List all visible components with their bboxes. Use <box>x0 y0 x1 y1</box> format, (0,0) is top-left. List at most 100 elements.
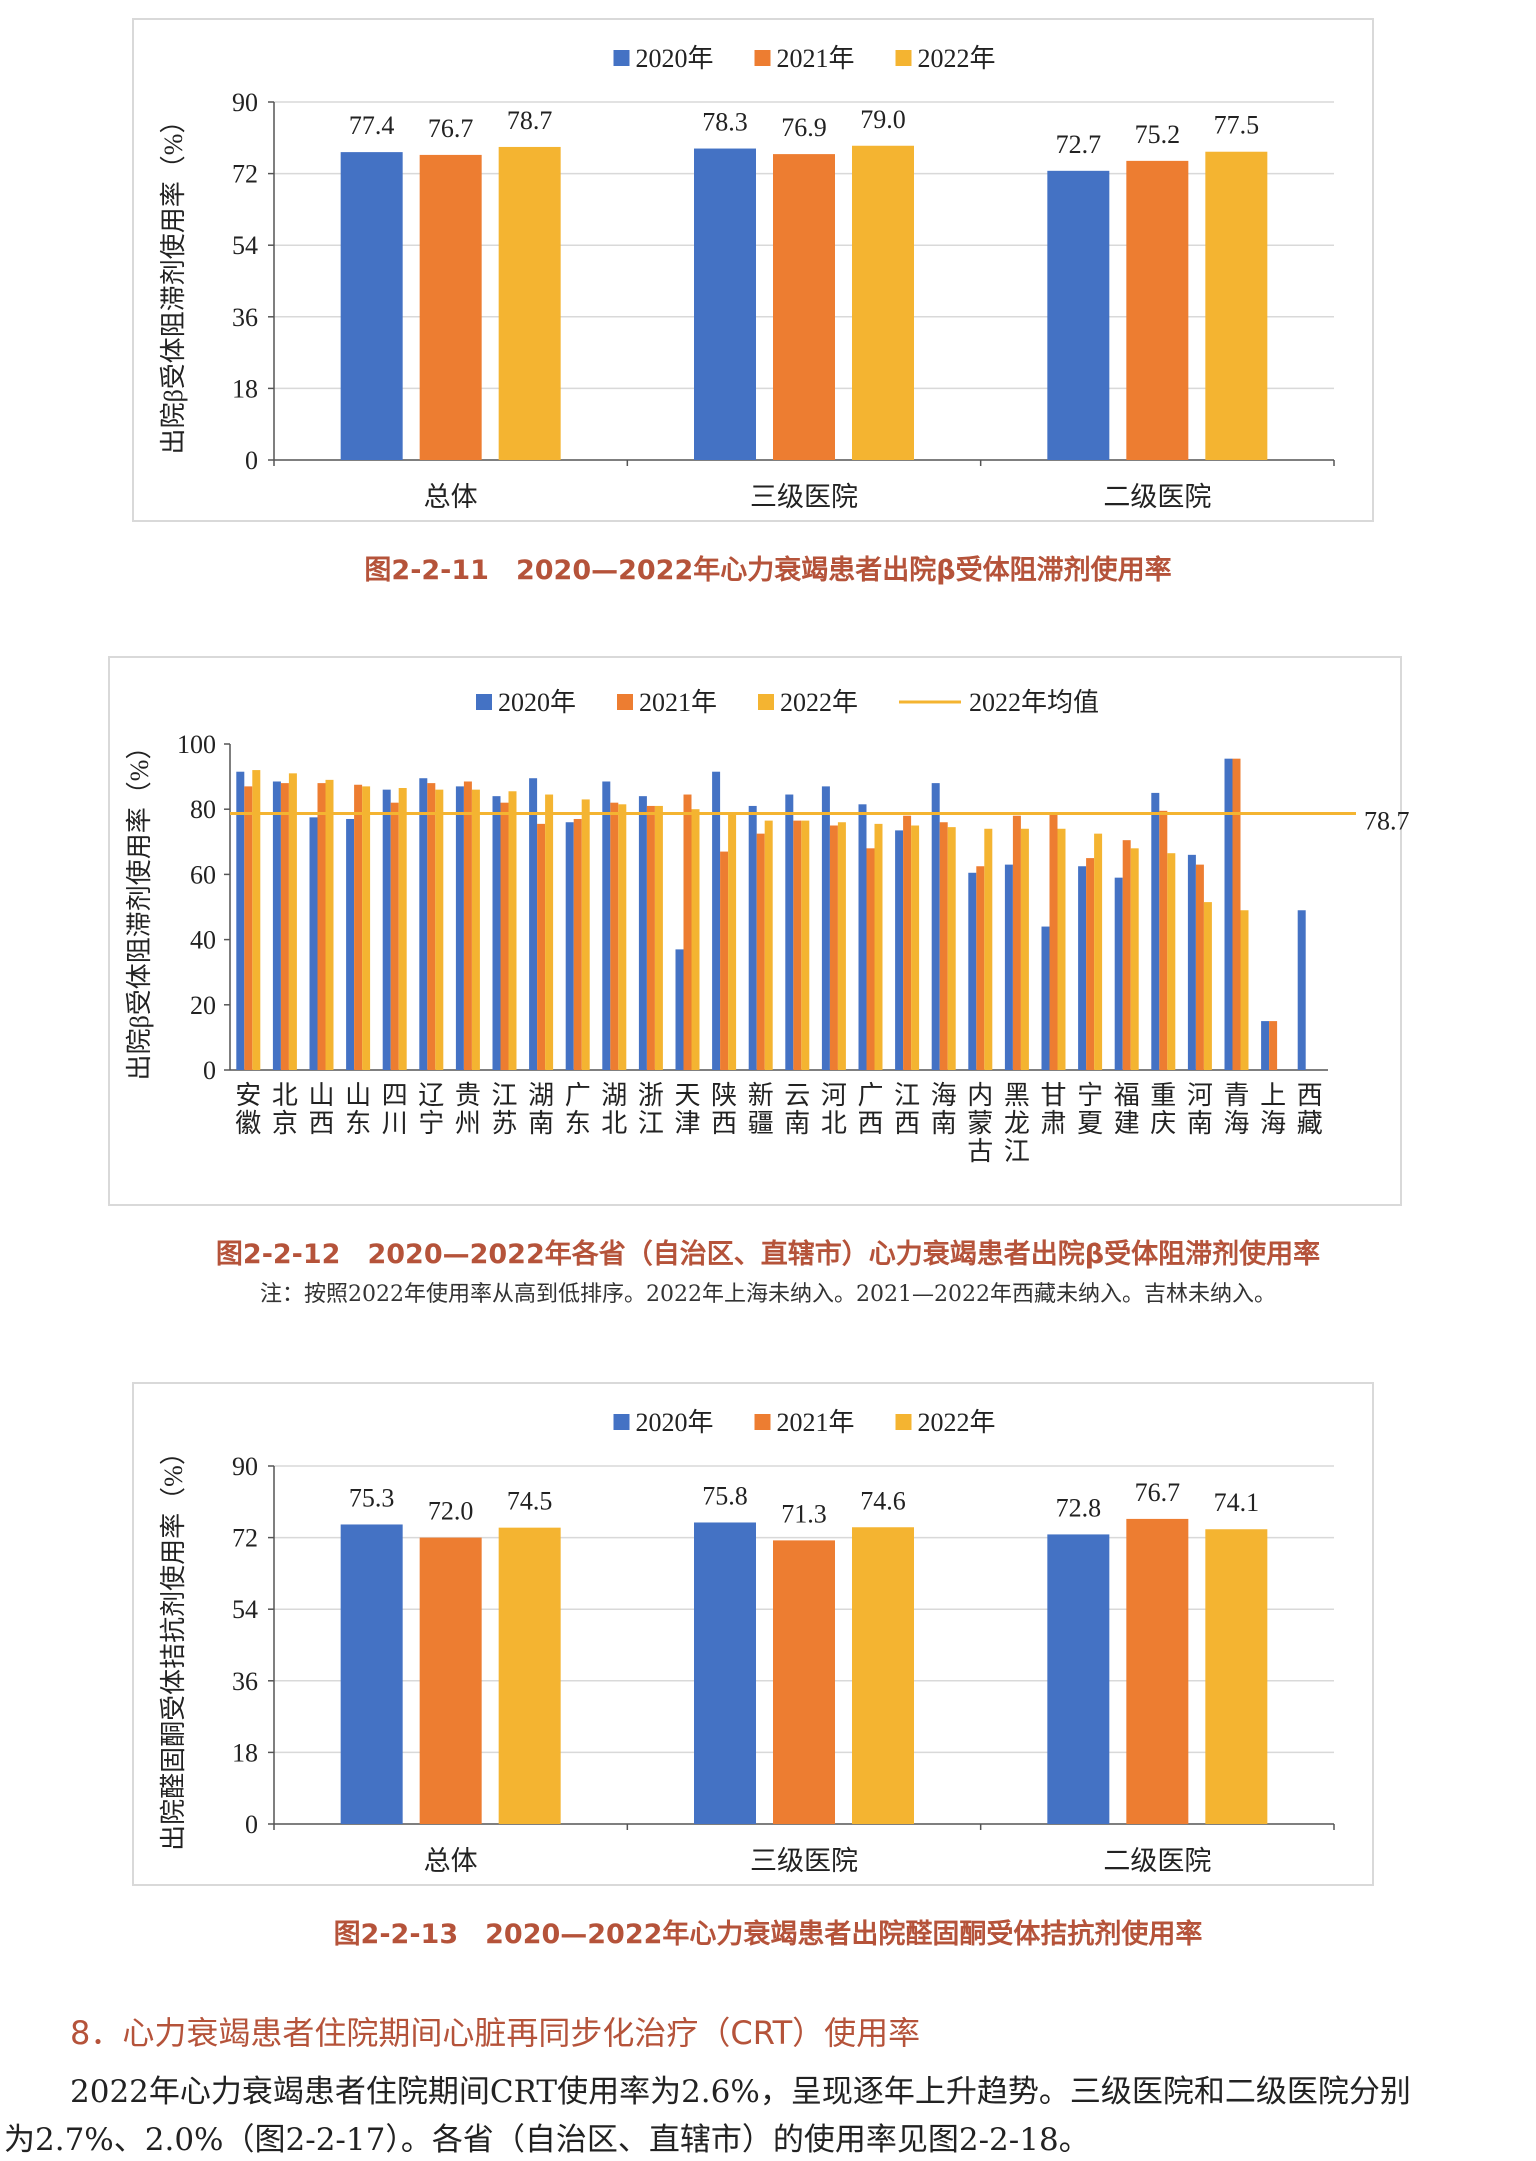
chart2-ytick-label-2: 36 <box>232 1667 258 1696</box>
chart1-bar-21-0 <box>1004 864 1013 1070</box>
chart1-bar-25-2 <box>1167 853 1176 1070</box>
chart1-legend-label-2: 2022年 <box>780 688 858 717</box>
chart1-category-label-7-char-1: 苏 <box>491 1109 517 1138</box>
chart1-category-label-27-char-0: 青 <box>1223 1081 1249 1110</box>
chart0-legend-swatch-0 <box>613 50 630 66</box>
chart-beta-blocker-by-province: 0 20 40 60 80 100 安徽北京山西山东四川辽宁贵州江苏湖南广东湖北浙江天津陕西… <box>108 656 1410 1206</box>
chart1-legend-label-0: 2020年 <box>498 688 576 717</box>
chart1-category-label-15-char-1: 南 <box>784 1109 810 1138</box>
chart1-category-label-26-char-0: 河 <box>1187 1081 1213 1110</box>
chart0-data-label-2-1: 75.2 <box>1135 120 1181 149</box>
chart1-bar-25-1 <box>1159 810 1168 1070</box>
chart1-bar-27-2 <box>1240 910 1249 1070</box>
chart1-bar-23-2 <box>1094 833 1103 1070</box>
chart1-bar-22-0 <box>1041 926 1050 1070</box>
chart1-category-label-21-char-2: 江 <box>1004 1137 1030 1166</box>
chart0-category-label-2: 二级医院 <box>1103 482 1211 512</box>
chart1-category-label-14-char-1: 疆 <box>748 1109 774 1138</box>
section-heading: 8．心力衰竭患者住院期间心脏再同步化治疗（CRT）使用率 <box>70 2014 921 2052</box>
chart0-bar-2-1 <box>1126 160 1189 461</box>
chart1-bar-9-1 <box>573 818 582 1070</box>
chart1-category-label-12-char-1: 津 <box>674 1109 700 1138</box>
chart1-bar-24-2 <box>1130 848 1139 1070</box>
chart2-data-label-2-0: 72.8 <box>1056 1493 1102 1522</box>
chart1-bar-26-0 <box>1187 854 1196 1070</box>
chart1-bar-28-1 <box>1269 1021 1278 1070</box>
chart1-bar-3-0 <box>346 818 355 1070</box>
chart2-category-label-2: 二级医院 <box>1103 1846 1211 1876</box>
chart0-legend-swatch-1 <box>754 50 771 66</box>
chart1-bar-7-0 <box>492 796 501 1070</box>
chart1-bar-20-0 <box>968 872 977 1070</box>
chart2-caption: 图2-2-13 2020—2022年心力衰竭患者出院醛固酮受体拮抗剂使用率 <box>333 1919 1203 1950</box>
chart1-bar-15-1 <box>793 820 802 1070</box>
chart0-bar-0-0 <box>340 152 403 460</box>
chart1-bar-0-0 <box>236 771 245 1070</box>
chart2-bar-0-2 <box>498 1527 561 1824</box>
chart0-ytick-label-3: 54 <box>232 231 258 260</box>
chart1-category-label-10-char-0: 湖 <box>601 1081 627 1110</box>
chart2-data-label-1-1: 71.3 <box>781 1499 827 1528</box>
chart1-ytick-label-5: 100 <box>177 730 216 759</box>
chart0-bar-2-2 <box>1205 151 1268 460</box>
chart1-bar-7-2 <box>508 791 517 1070</box>
chart1-bar-18-2 <box>911 825 920 1070</box>
chart1-legend-swatch-1 <box>617 694 633 710</box>
chart1-bar-12-1 <box>683 794 692 1070</box>
chart0-bar-1-1 <box>773 154 835 460</box>
chart1-bar-18-0 <box>895 830 904 1070</box>
chart1-bar-15-0 <box>785 794 794 1070</box>
chart1-bar-27-0 <box>1224 758 1233 1070</box>
chart2-bar-1-2 <box>852 1527 914 1824</box>
chart0-ytick-label-4: 72 <box>232 160 258 189</box>
chart1-bar-17-2 <box>874 823 883 1070</box>
chart2-data-label-1-2: 74.6 <box>860 1486 906 1515</box>
chart0-ytick-label-1: 18 <box>232 374 258 403</box>
chart1-category-label-5-char-1: 宁 <box>418 1109 444 1138</box>
chart1-category-label-6-char-0: 贵 <box>455 1081 481 1110</box>
chart2-bar-1-0 <box>694 1522 756 1824</box>
chart1-category-label-23-char-1: 夏 <box>1077 1109 1103 1138</box>
chart1-category-label-25-char-1: 庆 <box>1150 1109 1176 1138</box>
chart0-ytick-label-5: 90 <box>232 88 258 117</box>
chart1-bar-20-1 <box>976 866 985 1070</box>
chart0-legend-swatch-2 <box>895 50 912 66</box>
chart1-category-label-18-char-0: 江 <box>894 1081 920 1110</box>
chart1-category-label-22-char-1: 肃 <box>1040 1109 1066 1138</box>
chart1-svg: 020406080100安徽北京山西山东四川辽宁贵州江苏湖南广东湖北浙江天津陕西… <box>125 688 1410 1166</box>
chart1-category-label-14-char-0: 新 <box>748 1081 774 1110</box>
chart2-category-label-0: 总体 <box>424 1846 478 1876</box>
chart2-data-label-2-2: 74.1 <box>1214 1488 1260 1517</box>
chart1-category-label-5-char-0: 辽 <box>418 1081 444 1110</box>
chart1-bar-0-1 <box>244 786 253 1070</box>
chart1-bar-1-1 <box>280 783 289 1070</box>
chart1-category-label-4-char-0: 四 <box>382 1081 408 1110</box>
chart2-category-label-1: 三级医院 <box>750 1846 858 1876</box>
chart1-category-label-6-char-1: 州 <box>455 1109 481 1138</box>
chart0-y-axis-title: 出院β受体阻滞剂使用率（%） <box>159 108 188 455</box>
chart1-bar-4-2 <box>398 788 407 1070</box>
chart1-bar-1-2 <box>288 773 297 1070</box>
chart1-category-label-27-char-1: 海 <box>1223 1109 1249 1138</box>
chart1-bar-24-0 <box>1114 877 1123 1070</box>
chart1-category-label-11-char-1: 江 <box>638 1109 664 1138</box>
chart2-legend-label-0: 2020年 <box>636 1408 714 1437</box>
chart1-bar-22-1 <box>1049 814 1058 1070</box>
chart2-ytick-label-1: 18 <box>232 1738 258 1767</box>
chart1-bar-9-0 <box>565 822 574 1070</box>
chart0-svg: 0 18 36 54 72 90 77.4 76.7 78.7 总体 78.3 76.9 79.0 三级医… <box>159 44 1335 512</box>
chart1-legend-swatch-2 <box>758 694 774 710</box>
chart1-bar-12-0 <box>675 949 684 1070</box>
chart1-bar-19-1 <box>939 822 948 1070</box>
chart1-bar-0-2 <box>252 770 261 1070</box>
chart0-data-label-1-0: 78.3 <box>702 108 748 137</box>
chart1-category-label-1-char-1: 京 <box>272 1109 298 1138</box>
chart1-bar-7-1 <box>500 802 509 1070</box>
section-paragraph-line1: 2022年心力衰竭患者住院期间CRT使用率为2.6%，呈现逐年上升趋势。三级医院… <box>70 2074 1411 2110</box>
chart2-bar-0-1 <box>419 1537 482 1824</box>
chart1-bar-17-1 <box>866 848 875 1070</box>
chart1-bar-8-2 <box>545 794 554 1070</box>
chart1-bar-2-2 <box>325 779 334 1070</box>
chart1-bar-13-2 <box>728 812 737 1070</box>
chart1-bar-20-2 <box>984 828 993 1070</box>
